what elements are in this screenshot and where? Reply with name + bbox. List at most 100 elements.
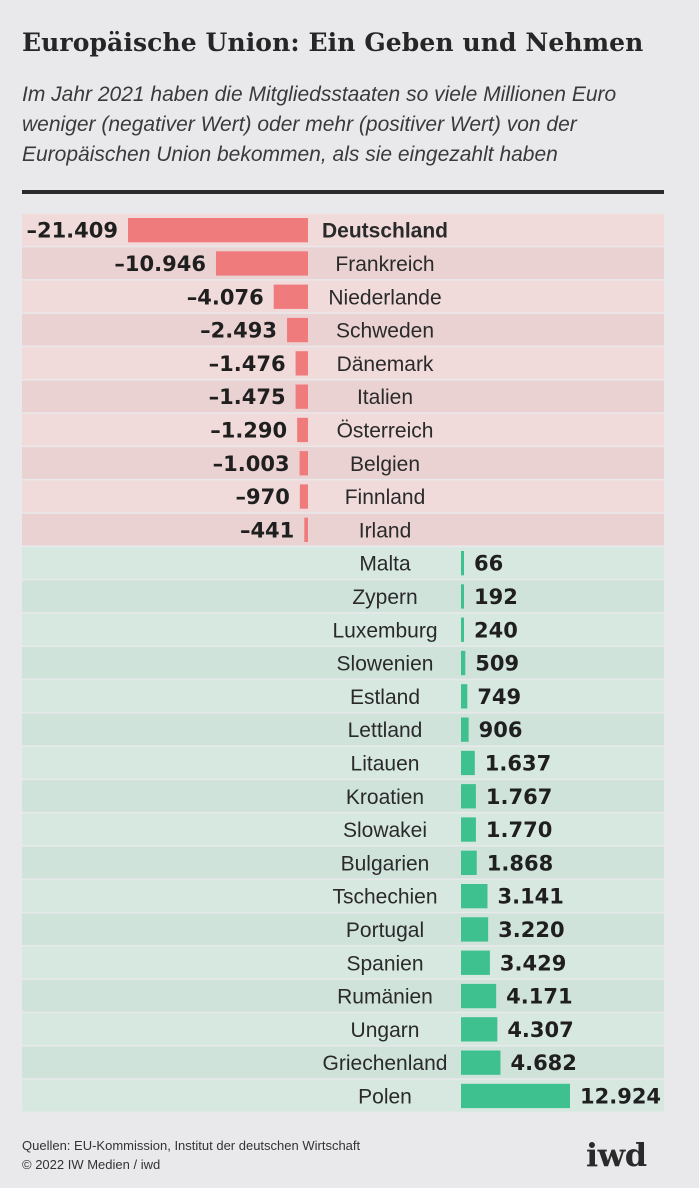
copyright-text: © 2022 IW Medien / iwd	[22, 1157, 161, 1172]
country-label: Frankreich	[335, 253, 434, 276]
bar-Slowakei	[461, 817, 476, 842]
row-background	[22, 613, 664, 646]
country-label: Zypern	[352, 586, 417, 609]
value-label: –21.409	[26, 219, 118, 243]
bar-Malta	[461, 551, 464, 576]
row-background	[22, 313, 664, 346]
value-label: 4.171	[506, 985, 572, 1009]
row-background	[22, 813, 664, 846]
bar-Bulgarien	[461, 850, 477, 875]
value-label: –1.476	[209, 352, 286, 376]
value-label: 509	[475, 652, 519, 676]
bar-Finnland	[299, 484, 308, 509]
bar-Griechenland	[461, 1050, 501, 1075]
row-background	[22, 347, 664, 379]
bar-Luxemburg	[461, 617, 464, 642]
bar-Slowenien	[461, 650, 466, 676]
bar-Österreich	[297, 417, 308, 443]
row-background	[22, 413, 664, 446]
row-background	[22, 646, 664, 679]
bar-Deutschland	[128, 218, 308, 243]
value-label: 66	[474, 552, 503, 576]
row-background	[22, 880, 664, 912]
value-label: –2.493	[200, 319, 277, 343]
country-label: Spanien	[346, 952, 423, 975]
row-background	[22, 746, 664, 779]
value-label: 1.767	[486, 785, 552, 809]
country-label: Griechenland	[323, 1052, 448, 1075]
country-label: Kroatien	[346, 786, 424, 809]
bar-Tschechien	[461, 884, 488, 909]
value-label: 1.770	[486, 818, 552, 842]
chart-title: Europäische Union: Ein Geben und Nehmen	[22, 28, 644, 57]
country-label: Österreich	[337, 419, 434, 442]
country-label: Italien	[357, 386, 413, 409]
row-background	[22, 247, 664, 280]
country-label: Malta	[359, 553, 411, 576]
value-label: 12.924	[580, 1084, 661, 1108]
row-background	[22, 1013, 664, 1045]
row-background	[22, 280, 664, 313]
bar-Spanien	[461, 950, 490, 975]
country-label: Rumänien	[337, 986, 433, 1009]
value-label: –1.003	[213, 452, 290, 476]
row-background	[22, 979, 664, 1012]
value-label: –1.290	[210, 418, 287, 442]
row-background	[22, 913, 664, 946]
country-label: Slowakei	[343, 819, 427, 842]
row-background	[22, 946, 664, 979]
row-background	[22, 447, 664, 479]
row-background	[22, 513, 664, 546]
bar-Litauen	[461, 750, 475, 776]
row-background	[22, 713, 664, 746]
sources-text: Quellen: EU-Kommission, Institut der deu…	[22, 1138, 361, 1153]
bar-Kroatien	[461, 784, 476, 809]
row-background	[22, 480, 664, 513]
bar-Zypern	[461, 584, 464, 609]
value-label: –10.946	[114, 252, 206, 276]
value-label: 3.141	[497, 885, 563, 909]
country-label: Irland	[359, 519, 412, 542]
value-label: 192	[474, 585, 518, 609]
value-label: 749	[477, 685, 521, 709]
bar-Dänemark	[295, 351, 308, 376]
value-label: 3.220	[498, 918, 564, 942]
country-label: Litauen	[351, 752, 420, 775]
value-label: –441	[240, 518, 294, 542]
country-label: Tschechien	[332, 886, 437, 909]
bar-Ungarn	[461, 1017, 498, 1042]
bar-Rumänien	[461, 983, 497, 1009]
country-label: Belgien	[350, 453, 420, 476]
row-background	[22, 547, 664, 579]
value-label: 4.682	[510, 1051, 576, 1075]
chart-subtitle: Im Jahr 2021 haben die Mitgliedsstaaten …	[22, 83, 617, 166]
country-label: Dänemark	[337, 353, 434, 376]
value-label: 1.637	[485, 751, 551, 775]
title-divider	[22, 190, 664, 194]
value-label: 1.868	[487, 851, 553, 875]
country-label: Deutschland	[322, 220, 448, 243]
footer: Quellen: EU-Kommission, Institut der deu…	[22, 1136, 360, 1174]
country-label: Estland	[350, 686, 420, 709]
row-background	[22, 580, 664, 613]
country-label: Portugal	[346, 919, 424, 942]
row-background	[22, 780, 664, 812]
value-label: –4.076	[187, 285, 264, 309]
row-background	[22, 846, 664, 879]
value-label: 906	[479, 718, 523, 742]
bar-Schweden	[287, 317, 308, 343]
value-label: 3.429	[500, 951, 566, 975]
bar-Niederlande	[273, 284, 308, 309]
value-label: –970	[236, 485, 290, 509]
country-label: Bulgarien	[341, 852, 430, 875]
bar-chart: –21.409 Deutschland –10.946 Frankreich –4.07…	[22, 214, 664, 1112]
bar-Italien	[295, 384, 308, 409]
value-label: 4.307	[507, 1018, 573, 1042]
bar-Irland	[304, 517, 308, 542]
country-label: Polen	[358, 1085, 412, 1108]
bar-Lettland	[461, 717, 469, 742]
bar-Estland	[461, 684, 468, 709]
country-label: Niederlande	[328, 286, 441, 309]
bar-Frankreich	[215, 251, 308, 276]
